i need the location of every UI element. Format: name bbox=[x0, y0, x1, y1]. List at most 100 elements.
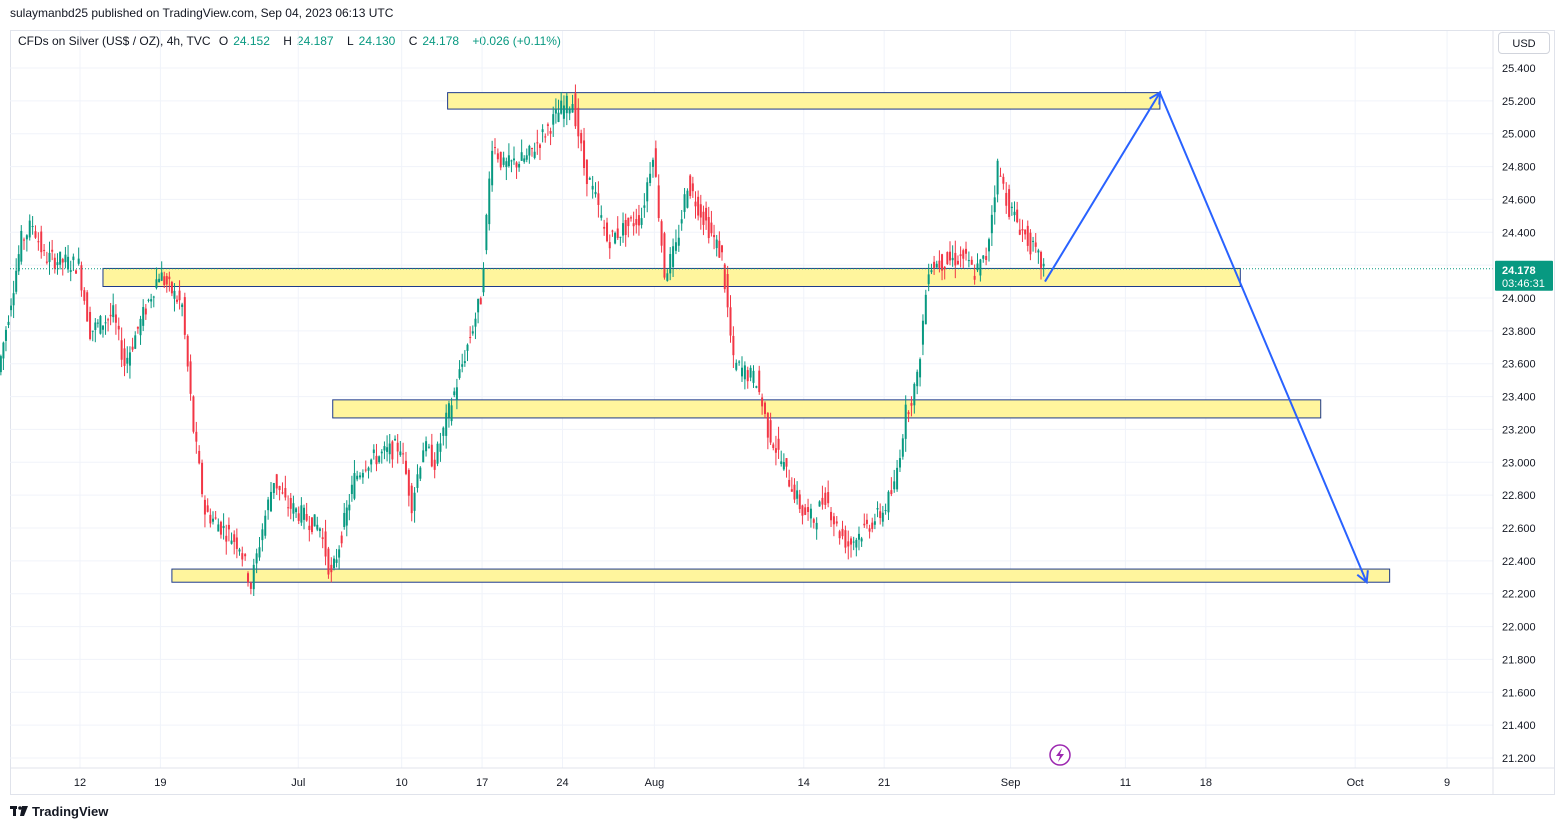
candle-body bbox=[69, 270, 72, 272]
y-tick-label: 24.000 bbox=[1502, 293, 1536, 305]
candle-body bbox=[541, 129, 544, 133]
candle-body bbox=[646, 182, 649, 202]
candle-body bbox=[597, 193, 600, 205]
x-tick-label: Aug bbox=[645, 777, 665, 789]
projection-arrowhead-up bbox=[1148, 90, 1161, 105]
candle-body bbox=[255, 553, 258, 564]
candle-body bbox=[292, 503, 295, 514]
candle-body bbox=[852, 541, 855, 543]
candle-body bbox=[743, 365, 746, 380]
candle-body bbox=[721, 245, 724, 253]
candle-body bbox=[230, 540, 233, 544]
tradingview-logo[interactable]: TradingView bbox=[10, 804, 108, 819]
candle-body bbox=[702, 211, 705, 225]
currency-button[interactable]: USD bbox=[1498, 32, 1550, 54]
candle-body bbox=[278, 485, 281, 491]
candle-body bbox=[433, 459, 436, 470]
candle-body bbox=[474, 318, 477, 327]
x-tick-label: 14 bbox=[798, 777, 810, 789]
candle-body bbox=[479, 298, 482, 305]
candle-body bbox=[410, 485, 413, 514]
candle-body bbox=[651, 159, 654, 167]
candle-body bbox=[225, 535, 228, 542]
candle-body bbox=[4, 329, 7, 341]
candle-body bbox=[482, 268, 485, 293]
candle-body bbox=[847, 541, 850, 547]
low-value: 24.130 bbox=[358, 34, 396, 48]
candle-body bbox=[453, 391, 456, 396]
candle-body bbox=[83, 290, 86, 301]
candle-body bbox=[884, 510, 887, 512]
candle-body bbox=[993, 197, 996, 213]
candle-body bbox=[425, 441, 428, 452]
candle-body bbox=[399, 451, 402, 456]
candle-body bbox=[910, 403, 913, 406]
candle-body bbox=[1002, 176, 1005, 184]
candle-body bbox=[680, 219, 683, 224]
symbol-name[interactable]: CFDs on Silver (US$ / OZ), 4h, TVC bbox=[18, 34, 211, 48]
candle-body bbox=[348, 504, 351, 511]
candle-body bbox=[471, 331, 474, 334]
candle-body bbox=[15, 270, 18, 292]
candle-body bbox=[941, 254, 944, 271]
candle-body bbox=[835, 521, 838, 524]
candle-body bbox=[689, 175, 692, 196]
candle-body bbox=[77, 258, 80, 264]
candle-body bbox=[632, 223, 635, 227]
candle-body bbox=[785, 458, 788, 467]
candle-body bbox=[1016, 209, 1019, 223]
candle-body bbox=[533, 151, 536, 158]
candle-body bbox=[1008, 189, 1011, 217]
x-tick-label: 24 bbox=[556, 777, 568, 789]
publish-info: sulaymanbd25 published on TradingView.co… bbox=[10, 6, 394, 20]
candle-body bbox=[40, 231, 43, 253]
candle-body bbox=[75, 270, 78, 274]
candle-body bbox=[308, 525, 311, 531]
candle-body bbox=[565, 95, 568, 114]
candle-body bbox=[477, 298, 480, 313]
candle-body bbox=[340, 535, 343, 544]
candle-body bbox=[999, 175, 1002, 177]
candle-body bbox=[860, 538, 863, 542]
close-value: 24.178 bbox=[422, 34, 460, 48]
candle-body bbox=[809, 508, 812, 519]
y-tick-label: 21.200 bbox=[1502, 753, 1536, 765]
y-tick-label: 25.000 bbox=[1502, 129, 1536, 141]
candle-body bbox=[396, 442, 399, 452]
last-price-label: 24.178 bbox=[1502, 265, 1536, 277]
candle-body bbox=[933, 261, 936, 269]
candle-body bbox=[699, 204, 702, 218]
candle-body bbox=[502, 157, 505, 165]
candle-body bbox=[227, 524, 230, 530]
candle-body bbox=[666, 273, 669, 281]
candle-body bbox=[523, 158, 526, 162]
projection-arrowhead-down bbox=[1356, 570, 1369, 585]
symbol-legend[interactable]: CFDs on Silver (US$ / OZ), 4h, TVC O 24.1… bbox=[18, 34, 566, 48]
candle-body bbox=[798, 494, 801, 510]
candle-body bbox=[350, 484, 353, 495]
candle-body bbox=[769, 420, 772, 443]
candle-body bbox=[485, 214, 488, 251]
candle-body bbox=[28, 220, 31, 238]
y-tick-label: 23.200 bbox=[1502, 424, 1536, 436]
x-tick-label: 18 bbox=[1200, 777, 1212, 789]
candle-body bbox=[7, 321, 10, 326]
candle-body bbox=[356, 475, 359, 480]
candle-body bbox=[275, 474, 278, 489]
zone-4 bbox=[171, 568, 1391, 583]
last-price-badge bbox=[1495, 260, 1553, 291]
candle-body bbox=[505, 161, 508, 168]
candle-body bbox=[61, 259, 64, 263]
candle-body bbox=[178, 290, 181, 301]
candle-body bbox=[89, 311, 92, 340]
candle-body bbox=[12, 293, 15, 306]
candle-body bbox=[214, 517, 217, 519]
candle-body bbox=[927, 274, 930, 285]
candle-body bbox=[289, 498, 292, 509]
candle-body bbox=[1026, 225, 1029, 246]
candle-body bbox=[583, 140, 586, 169]
candle-body bbox=[155, 279, 158, 289]
candle-body bbox=[496, 153, 499, 160]
candle-body bbox=[107, 319, 110, 321]
